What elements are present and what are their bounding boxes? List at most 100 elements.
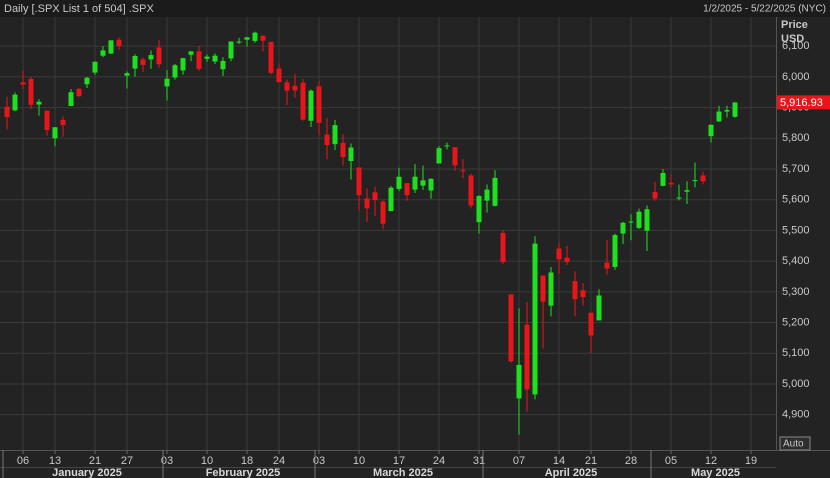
x-tick-label: 07 — [513, 455, 525, 467]
y-tick-label: 6,000 — [782, 71, 810, 83]
candle-body — [212, 55, 218, 62]
candle-body — [444, 145, 450, 147]
candle-body — [492, 177, 498, 206]
candle-body — [348, 147, 354, 162]
last-price-box — [777, 95, 830, 110]
x-tick-label: 31 — [473, 455, 485, 467]
candle-body — [28, 79, 34, 105]
candle-body — [244, 37, 250, 40]
y-tick-label: 5,800 — [782, 132, 810, 144]
candle-body — [524, 324, 530, 390]
candle-body — [516, 364, 522, 399]
candle-body — [540, 275, 546, 302]
candle-body — [20, 82, 26, 85]
chart-title: Daily [.SPX List 1 of 504] .SPX — [4, 3, 154, 15]
candle-body — [564, 257, 570, 263]
x-tick-label: 10 — [353, 455, 365, 467]
candle-body — [644, 209, 650, 231]
candle-body — [268, 41, 274, 73]
candle-body — [220, 60, 226, 70]
x-tick-label: 03 — [313, 455, 325, 467]
y-tick-label: 5,200 — [782, 316, 810, 328]
candle-body — [100, 50, 106, 56]
candle-body — [652, 192, 658, 199]
x-tick-label: 27 — [121, 455, 133, 467]
candle-body — [732, 102, 738, 117]
candle-body — [620, 222, 626, 234]
y-tick-label: 5,000 — [782, 378, 810, 390]
candle-body — [676, 197, 682, 199]
candle-body — [60, 119, 66, 126]
x-tick-label: 12 — [705, 455, 717, 467]
candle-body — [92, 61, 98, 73]
x-tick-label: 03 — [161, 455, 173, 467]
candle-body — [180, 58, 186, 71]
x-tick-label: 18 — [241, 455, 253, 467]
candle-body — [452, 147, 458, 166]
candle-body — [532, 243, 538, 395]
candle-body — [164, 78, 170, 87]
candle-body — [340, 142, 346, 158]
candle-body — [108, 40, 114, 54]
candle-body — [596, 295, 602, 321]
x-tick-label: 13 — [49, 455, 61, 467]
candle-body — [284, 82, 290, 91]
x-tick-label: 17 — [393, 455, 405, 467]
candle-body — [476, 196, 482, 223]
x-tick-label: 06 — [17, 455, 29, 467]
candle-body — [140, 59, 146, 65]
candle-body — [300, 82, 306, 120]
y-tick-label: 5,400 — [782, 255, 810, 267]
month-label: January 2025 — [52, 467, 122, 478]
candle-body — [204, 56, 210, 59]
candle-body — [556, 248, 562, 260]
candle-body — [228, 41, 234, 59]
x-tick-label: 19 — [745, 455, 757, 467]
candle-body — [716, 111, 722, 122]
candle-body — [668, 182, 674, 185]
candle-body — [420, 180, 426, 186]
candle-body — [308, 90, 314, 121]
y-tick-label: 5,300 — [782, 286, 810, 298]
y-tick-label: 5,100 — [782, 347, 810, 359]
candle-body — [188, 51, 194, 55]
y-tick-label: 4,900 — [782, 409, 810, 421]
candle-body — [724, 110, 730, 112]
x-tick-label: 28 — [625, 455, 637, 467]
last-price-label: 5,916.93 — [780, 97, 823, 109]
candle-body — [700, 175, 706, 182]
candle-body — [276, 68, 282, 83]
auto-button-label[interactable]: Auto — [783, 439, 804, 450]
candle-body — [708, 124, 714, 137]
x-tick-label: 10 — [201, 455, 213, 467]
candle-body — [260, 35, 266, 41]
candle-body — [356, 167, 362, 196]
candle-body — [44, 110, 50, 131]
x-tick-label: 14 — [553, 455, 565, 467]
candle-body — [588, 312, 594, 336]
candle-body — [292, 85, 298, 91]
candle-body — [484, 189, 490, 201]
candle-body — [36, 101, 42, 105]
candle-body — [428, 178, 434, 191]
candle-body — [692, 180, 698, 182]
y-tick-label: 5,600 — [782, 194, 810, 206]
candle-body — [324, 134, 330, 146]
x-tick-label: 24 — [433, 455, 445, 467]
x-tick-label: 21 — [89, 455, 101, 467]
candle-body — [636, 211, 642, 228]
candle-body — [364, 198, 370, 209]
candle-body — [604, 262, 610, 269]
price-label: Price — [781, 19, 808, 31]
candle-body — [52, 127, 58, 139]
auto-button[interactable] — [779, 436, 811, 451]
x-tick-label: 24 — [273, 455, 285, 467]
candle-body — [252, 32, 258, 41]
candle-body — [148, 55, 154, 60]
candle-body — [660, 173, 666, 186]
candle-body — [316, 86, 322, 123]
date-range: 1/2/2025 - 5/22/2025 (NYC) — [703, 4, 826, 15]
candle-body — [508, 294, 514, 362]
month-label: March 2025 — [373, 467, 433, 478]
